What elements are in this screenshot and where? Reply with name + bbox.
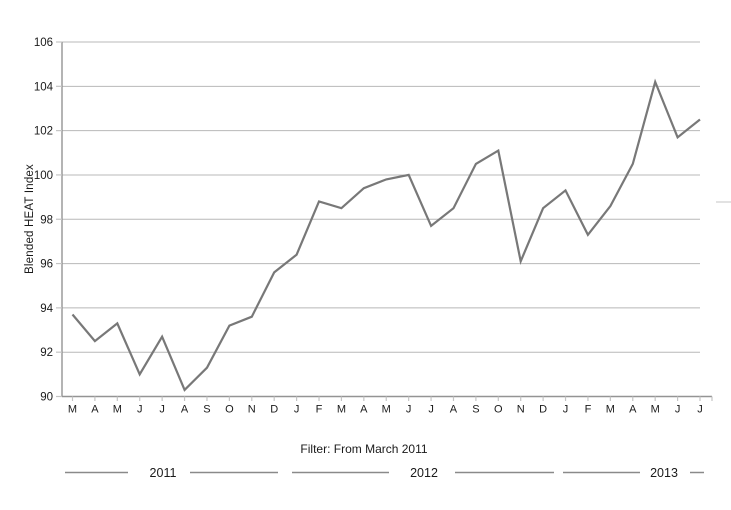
x-tick-label: M <box>68 404 77 416</box>
x-tick-label: O <box>225 404 234 416</box>
y-tick-label: 104 <box>34 81 54 93</box>
x-tick-label: M <box>651 404 660 416</box>
y-tick-label: 106 <box>34 37 53 49</box>
x-tick-label: J <box>294 404 300 416</box>
x-tick-label: A <box>181 404 189 416</box>
y-axis-title: Blended HEAT Index <box>24 164 36 274</box>
x-tick-label: S <box>203 404 210 416</box>
y-tick-label: 90 <box>40 392 53 404</box>
x-tick-label: M <box>113 404 122 416</box>
series-line-blended-heat-index <box>71 78 701 392</box>
y-tick-label: 96 <box>40 259 53 271</box>
x-tick-label: M <box>606 404 615 416</box>
x-tick-label: A <box>360 404 368 416</box>
x-tick-label: F <box>316 404 323 416</box>
x-tick-label: A <box>91 404 99 416</box>
x-tick-label: A <box>629 404 637 416</box>
x-tick-label: J <box>675 404 681 416</box>
x-tick-label: J <box>406 404 412 416</box>
x-tick-label: A <box>450 404 458 416</box>
x-tick-label: M <box>337 404 346 416</box>
y-tick-label: 100 <box>34 170 53 182</box>
x-tick-label: N <box>517 404 525 416</box>
y-tick-label: 98 <box>40 214 53 226</box>
x-tick-label: J <box>697 404 703 416</box>
year-group-label: 2013 <box>650 466 678 480</box>
x-tick-label: J <box>159 404 165 416</box>
year-group-label: 2012 <box>410 466 438 480</box>
y-tick-label: 94 <box>40 303 53 315</box>
x-tick-label: J <box>563 404 569 416</box>
x-tick-label: M <box>382 404 391 416</box>
x-tick-label: D <box>270 404 278 416</box>
x-tick-label: J <box>428 404 434 416</box>
filter-caption: Filter: From March 2011 <box>300 442 428 456</box>
y-tick-label: 92 <box>40 347 53 359</box>
x-tick-label: O <box>494 404 503 416</box>
x-tick-label: F <box>585 404 592 416</box>
year-group-label: 2011 <box>150 466 177 480</box>
x-tick-label: N <box>248 404 256 416</box>
x-tick-label: J <box>137 404 143 416</box>
y-tick-label: 102 <box>34 126 53 138</box>
x-tick-label: D <box>539 404 547 416</box>
x-tick-label: S <box>472 404 479 416</box>
